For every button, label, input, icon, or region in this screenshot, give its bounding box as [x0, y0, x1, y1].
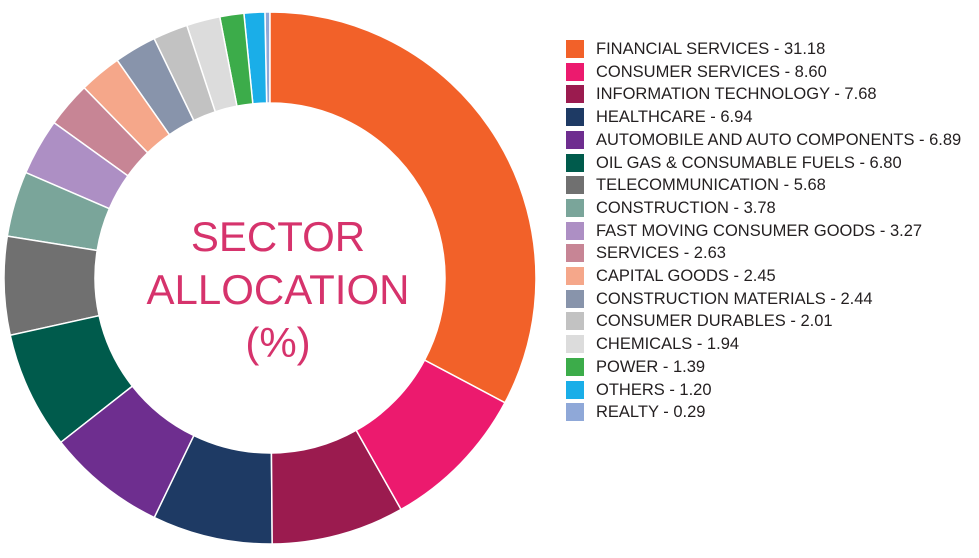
legend-label: HEALTHCARE - 6.94	[596, 108, 753, 127]
legend-item: REALTY - 0.29	[566, 401, 971, 424]
legend-item: OIL GAS & CONSUMABLE FUELS - 6.80	[566, 152, 971, 175]
donut-segment	[355, 358, 506, 511]
donut-segment	[218, 12, 254, 108]
legend-swatch	[566, 153, 584, 172]
legend-label: FAST MOVING CONSUMER GOODS - 3.27	[596, 221, 923, 240]
legend-label: CHEMICALS - 1.94	[596, 335, 740, 354]
legend-swatch	[566, 357, 584, 376]
chart-title: SECTOR	[191, 213, 365, 260]
donut-segment	[9, 314, 134, 444]
donut-segment	[269, 11, 537, 404]
legend-item: CONSTRUCTION - 3.78	[566, 197, 971, 220]
legend-label: OTHERS - 1.20	[596, 380, 712, 399]
legend-swatch	[566, 289, 584, 308]
legend-label: OIL GAS & CONSUMABLE FUELS - 6.80	[596, 153, 902, 172]
legend-swatch	[566, 244, 584, 263]
legend-swatch	[566, 62, 584, 81]
donut-segment	[185, 15, 238, 113]
donut-segment	[243, 11, 268, 105]
legend-item: TELECOMMUNICATION - 5.68	[566, 174, 971, 197]
donut-segment	[59, 385, 195, 519]
legend-label: CONSTRUCTION MATERIALS - 2.44	[596, 289, 873, 308]
legend-swatch	[566, 335, 584, 354]
legend-swatch	[566, 267, 584, 286]
donut-segment	[153, 434, 273, 545]
legend-item: CONSUMER DURABLES - 2.01	[566, 310, 971, 333]
legend-swatch	[566, 130, 584, 149]
legend-item: OTHERS - 1.20	[566, 379, 971, 402]
legend-item: CHEMICALS - 1.94	[566, 333, 971, 356]
legend-swatch	[566, 108, 584, 127]
donut-segment	[116, 37, 195, 136]
legend-swatch	[566, 380, 584, 399]
legend-label: SERVICES - 2.63	[596, 244, 726, 263]
legend-label: CONSUMER SERVICES - 8.60	[596, 62, 827, 81]
donut-segment	[83, 59, 171, 154]
legend-swatch	[566, 312, 584, 331]
legend-item: INFORMATION TECHNOLOGY - 7.68	[566, 83, 971, 106]
legend-label: AUTOMOBILE AND AUTO COMPONENTS - 6.89	[596, 130, 962, 149]
legend-swatch	[566, 403, 584, 422]
donut-segment	[3, 235, 100, 337]
donut-segment	[24, 121, 129, 210]
legend-item: SERVICES - 2.63	[566, 242, 971, 265]
legend-swatch	[566, 176, 584, 195]
legend-label: CONSUMER DURABLES - 2.01	[596, 312, 833, 331]
legend-swatch	[566, 198, 584, 217]
legend-item: FINANCIAL SERVICES - 31.18	[566, 38, 971, 61]
legend-item: HEALTHCARE - 6.94	[566, 106, 971, 129]
legend: FINANCIAL SERVICES - 31.18 CONSUMER SERVI…	[566, 38, 971, 424]
legend-label: INFORMATION TECHNOLOGY - 7.68	[596, 85, 877, 104]
donut-segment	[153, 24, 217, 122]
legend-item: CONSTRUCTION MATERIALS - 2.44	[566, 288, 971, 311]
donut-segment	[52, 86, 149, 177]
legend-label: REALTY - 0.29	[596, 403, 706, 422]
legend-label: FINANCIAL SERVICES - 31.18	[596, 40, 826, 58]
legend-swatch	[566, 85, 584, 104]
chart-title: (%)	[245, 319, 310, 366]
legend-swatch	[566, 40, 584, 58]
legend-label: CONSTRUCTION - 3.78	[596, 198, 776, 217]
legend-label: POWER - 1.39	[596, 357, 706, 376]
legend-label: TELECOMMUNICATION - 5.68	[596, 176, 826, 195]
legend-item: CAPITAL GOODS - 2.45	[566, 265, 971, 288]
chart-title: ALLOCATION	[147, 266, 410, 313]
donut-segment	[6, 171, 111, 252]
legend-item: CONSUMER SERVICES - 8.60	[566, 61, 971, 84]
legend-item: AUTOMOBILE AND AUTO COMPONENTS - 6.89	[566, 129, 971, 152]
legend-item: POWER - 1.39	[566, 356, 971, 379]
legend-label: CAPITAL GOODS - 2.45	[596, 267, 776, 286]
legend-item: FAST MOVING CONSUMER GOODS - 3.27	[566, 220, 971, 243]
donut-segment	[270, 429, 403, 545]
chart: SECTOR ALLOCATION (%)	[3, 11, 537, 545]
legend-swatch	[566, 221, 584, 240]
